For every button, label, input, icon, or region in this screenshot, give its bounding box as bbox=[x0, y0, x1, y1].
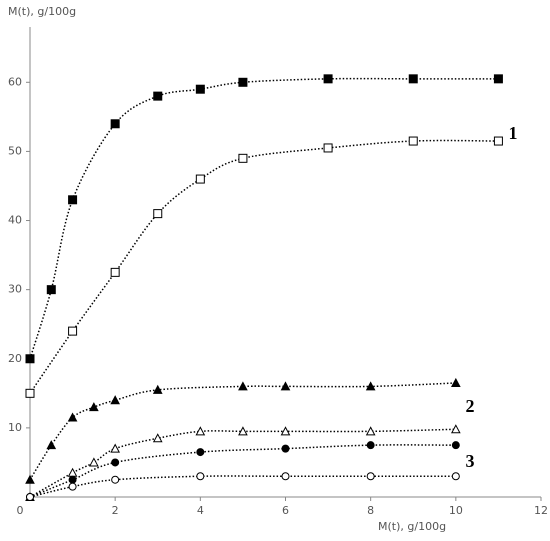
point bbox=[280, 381, 291, 391]
point bbox=[68, 326, 78, 336]
point bbox=[25, 474, 35, 484]
y-axis-label: M(t), g/100g bbox=[8, 5, 76, 18]
point bbox=[238, 77, 248, 87]
trend-line bbox=[29, 382, 456, 481]
point bbox=[238, 426, 248, 436]
point bbox=[195, 84, 205, 94]
y-tick-label: 30 bbox=[8, 283, 22, 296]
y-tick-label: 60 bbox=[8, 75, 22, 88]
point bbox=[408, 136, 418, 146]
trend-line bbox=[29, 77, 499, 359]
point bbox=[152, 433, 163, 443]
point bbox=[451, 441, 460, 450]
trend-line bbox=[29, 139, 499, 394]
point bbox=[281, 444, 290, 453]
x-tick-label: 8 bbox=[367, 504, 374, 517]
trend-line bbox=[29, 444, 456, 498]
point bbox=[26, 493, 34, 501]
point bbox=[67, 467, 78, 477]
point bbox=[365, 381, 376, 391]
point bbox=[366, 472, 375, 481]
y-tick-label: 20 bbox=[8, 352, 22, 365]
point bbox=[196, 448, 205, 457]
x-tick-label: 2 bbox=[112, 504, 119, 517]
point bbox=[153, 91, 163, 101]
series-group-label: 1 bbox=[509, 123, 518, 143]
point bbox=[451, 377, 461, 387]
point bbox=[238, 381, 248, 391]
x-tick-label: 10 bbox=[449, 504, 463, 517]
point bbox=[408, 74, 418, 84]
point bbox=[111, 475, 120, 484]
point bbox=[493, 74, 503, 84]
point bbox=[493, 136, 503, 146]
x-tick-label: 6 bbox=[282, 504, 289, 517]
point bbox=[111, 458, 120, 467]
point bbox=[25, 354, 35, 364]
point bbox=[110, 119, 120, 129]
point bbox=[323, 74, 333, 84]
x-tick-label: 4 bbox=[197, 504, 204, 517]
point bbox=[89, 402, 99, 412]
y-tick-label: 40 bbox=[8, 214, 22, 227]
point bbox=[195, 426, 206, 436]
point bbox=[25, 388, 35, 398]
x-axis-label: M(t), g/100g bbox=[378, 520, 446, 533]
point bbox=[110, 395, 120, 405]
point bbox=[451, 424, 461, 434]
point bbox=[89, 457, 99, 467]
point bbox=[46, 440, 57, 450]
point bbox=[281, 472, 290, 481]
point bbox=[195, 174, 205, 184]
y-tick-label: 10 bbox=[8, 421, 22, 434]
point bbox=[365, 426, 376, 436]
point bbox=[153, 209, 163, 219]
point bbox=[451, 472, 460, 481]
point bbox=[110, 267, 120, 277]
point bbox=[110, 443, 120, 453]
series-group-label: 2 bbox=[466, 396, 475, 416]
x-tick-label: 0 bbox=[17, 504, 24, 517]
point bbox=[366, 441, 375, 450]
point bbox=[68, 482, 77, 491]
trend-line bbox=[29, 428, 456, 498]
x-tick-label: 12 bbox=[534, 504, 548, 517]
point bbox=[68, 475, 77, 484]
point bbox=[152, 384, 163, 394]
point bbox=[238, 153, 248, 163]
trend-line bbox=[29, 475, 456, 498]
point bbox=[67, 412, 78, 422]
point bbox=[323, 143, 333, 153]
series-group-label: 3 bbox=[466, 451, 475, 471]
y-tick-label: 50 bbox=[8, 144, 22, 157]
point bbox=[280, 426, 291, 436]
point bbox=[68, 195, 78, 205]
point bbox=[196, 472, 205, 481]
point bbox=[46, 285, 56, 295]
